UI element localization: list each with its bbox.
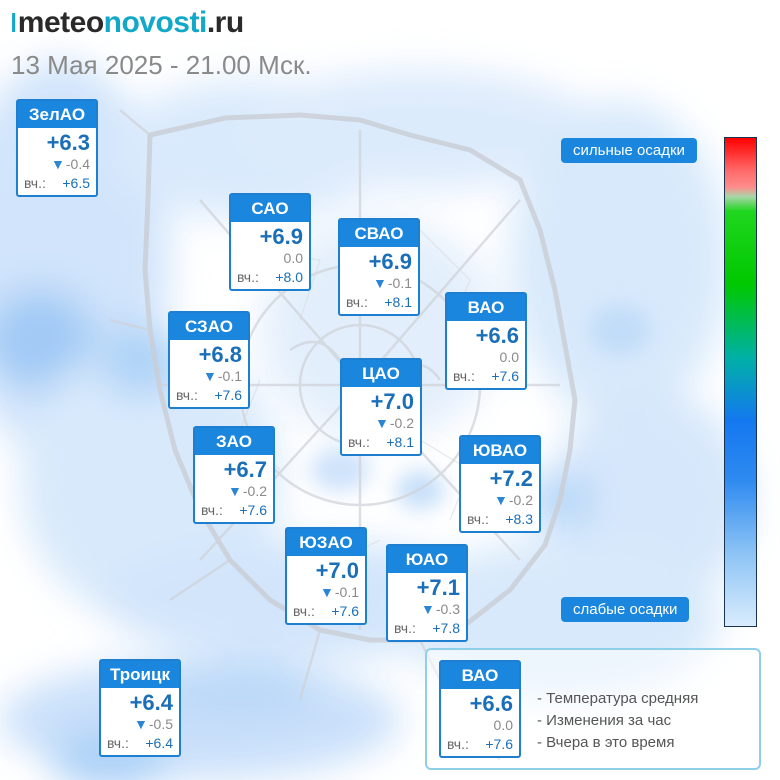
scale-label-light: слабые осадки [561, 597, 690, 622]
district-name: СВАО [340, 220, 418, 247]
date-time-subtitle: 13 Мая 2025 - 21.00 Мск. [11, 50, 312, 80]
down-arrow-icon: ▼ [320, 584, 334, 600]
district-yesterday: вч.: +7.6 [201, 502, 267, 518]
district-name: ЗелАО [18, 101, 96, 128]
district-yesterday: вч.: +6.4 [107, 735, 173, 751]
district-yesterday: вч.: +7.6 [176, 387, 242, 403]
district-name: ЦАО [342, 360, 420, 387]
district-change: ▼-0.4 [51, 156, 90, 172]
district-temp: +6.3 [46, 130, 90, 155]
district-temp: +6.9 [368, 249, 412, 274]
legend-item-temp: - Температура средняя [537, 690, 699, 707]
down-arrow-icon: ▼ [421, 601, 435, 617]
district-yesterday: вч.: +8.3 [467, 511, 533, 527]
district-change: 0.0 [499, 349, 519, 365]
legend-box: ВАО +6.6 0.0 вч.: +7.6 - Температура сред… [425, 648, 761, 770]
district-yesterday: вч.: +8.1 [346, 294, 412, 310]
down-arrow-icon: ▼ [375, 415, 389, 431]
district-yesterday: вч.: +6.5 [24, 175, 90, 191]
district-yesterday: вч.: +7.6 [293, 603, 359, 619]
site-logo[interactable]: ǀmeteonovosti.ru [10, 6, 244, 40]
district-yesterday: вч.: +8.0 [237, 269, 303, 285]
district-temp: +7.2 [489, 466, 533, 491]
district-change: 0.0 [493, 717, 513, 733]
district-card-sao[interactable]: САО +6.9 0.0 вч.: +8.0 [229, 193, 311, 291]
district-card-szao[interactable]: СЗАО +6.8 ▼-0.1 вч.: +7.6 [168, 311, 250, 409]
precipitation-color-scale [724, 137, 757, 627]
district-temp: +6.4 [129, 690, 173, 715]
district-change: ▼-0.2 [375, 415, 414, 431]
down-arrow-icon: ▼ [494, 492, 508, 508]
district-change: ▼-0.1 [373, 275, 412, 291]
district-change: ▼-0.2 [228, 483, 267, 499]
district-name: САО [231, 195, 309, 222]
district-change: 0.0 [283, 250, 303, 266]
district-change: ▼-0.2 [494, 492, 533, 508]
district-temp: +7.0 [370, 389, 414, 414]
logo-mark-icon: ǀ [10, 8, 17, 38]
district-temp: +6.6 [475, 323, 519, 348]
down-arrow-icon: ▼ [51, 156, 65, 172]
district-name: ВАО [441, 662, 519, 689]
district-name: Троицк [101, 661, 179, 688]
district-temp: +6.7 [223, 457, 267, 482]
district-change: ▼-0.3 [421, 601, 460, 617]
legend-sample-card: ВАО +6.6 0.0 вч.: +7.6 [439, 660, 521, 758]
district-change: ▼-0.1 [320, 584, 359, 600]
district-card-zelao[interactable]: ЗелАО +6.3 ▼-0.4 вч.: +6.5 [16, 99, 98, 197]
down-arrow-icon: ▼ [228, 483, 242, 499]
district-change: ▼-0.1 [203, 368, 242, 384]
district-temp: +7.1 [416, 575, 460, 600]
district-yesterday: вч.: +7.8 [394, 620, 460, 636]
district-card-vao[interactable]: ВАО +6.6 0.0 вч.: +7.6 [445, 292, 527, 390]
district-temp: +6.8 [198, 342, 242, 367]
district-temp: +6.6 [469, 691, 513, 716]
district-name: ВАО [447, 294, 525, 321]
district-card-yuzao[interactable]: ЮЗАО +7.0 ▼-0.1 вч.: +7.6 [285, 527, 367, 625]
district-name: ЮВАО [461, 437, 539, 464]
scale-label-heavy: сильные осадки [561, 138, 697, 163]
legend-item-yesterday: - Вчера в это время [537, 734, 675, 751]
district-yesterday: вч.: +7.6 [453, 368, 519, 384]
district-temp: +6.9 [259, 224, 303, 249]
district-card-yuvao[interactable]: ЮВАО +7.2 ▼-0.2 вч.: +8.3 [459, 435, 541, 533]
district-card-tsao[interactable]: ЦАО +7.0 ▼-0.2 вч.: +8.1 [340, 358, 422, 456]
legend-item-change: - Изменения за час [537, 712, 672, 729]
district-name: СЗАО [170, 313, 248, 340]
down-arrow-icon: ▼ [373, 275, 387, 291]
district-card-troitsk[interactable]: Троицк +6.4 ▼-0.5 вч.: +6.4 [99, 659, 181, 757]
logo-part-novosti: novosti [103, 6, 208, 39]
logo-part-domain: .ru [206, 6, 244, 39]
district-card-svao[interactable]: СВАО +6.9 ▼-0.1 вч.: +8.1 [338, 218, 420, 316]
logo-part-meteo: meteo [17, 6, 104, 39]
district-yesterday: вч.: +7.6 [447, 736, 513, 752]
down-arrow-icon: ▼ [134, 716, 148, 732]
district-name: ЮЗАО [287, 529, 365, 556]
district-card-zao[interactable]: ЗАО +6.7 ▼-0.2 вч.: +7.6 [193, 426, 275, 524]
district-yesterday: вч.: +8.1 [348, 434, 414, 450]
district-temp: +7.0 [315, 558, 359, 583]
district-change: ▼-0.5 [134, 716, 173, 732]
district-name: ЮАО [388, 546, 466, 573]
district-card-yuao[interactable]: ЮАО +7.1 ▼-0.3 вч.: +7.8 [386, 544, 468, 642]
district-name: ЗАО [195, 428, 273, 455]
down-arrow-icon: ▼ [203, 368, 217, 384]
